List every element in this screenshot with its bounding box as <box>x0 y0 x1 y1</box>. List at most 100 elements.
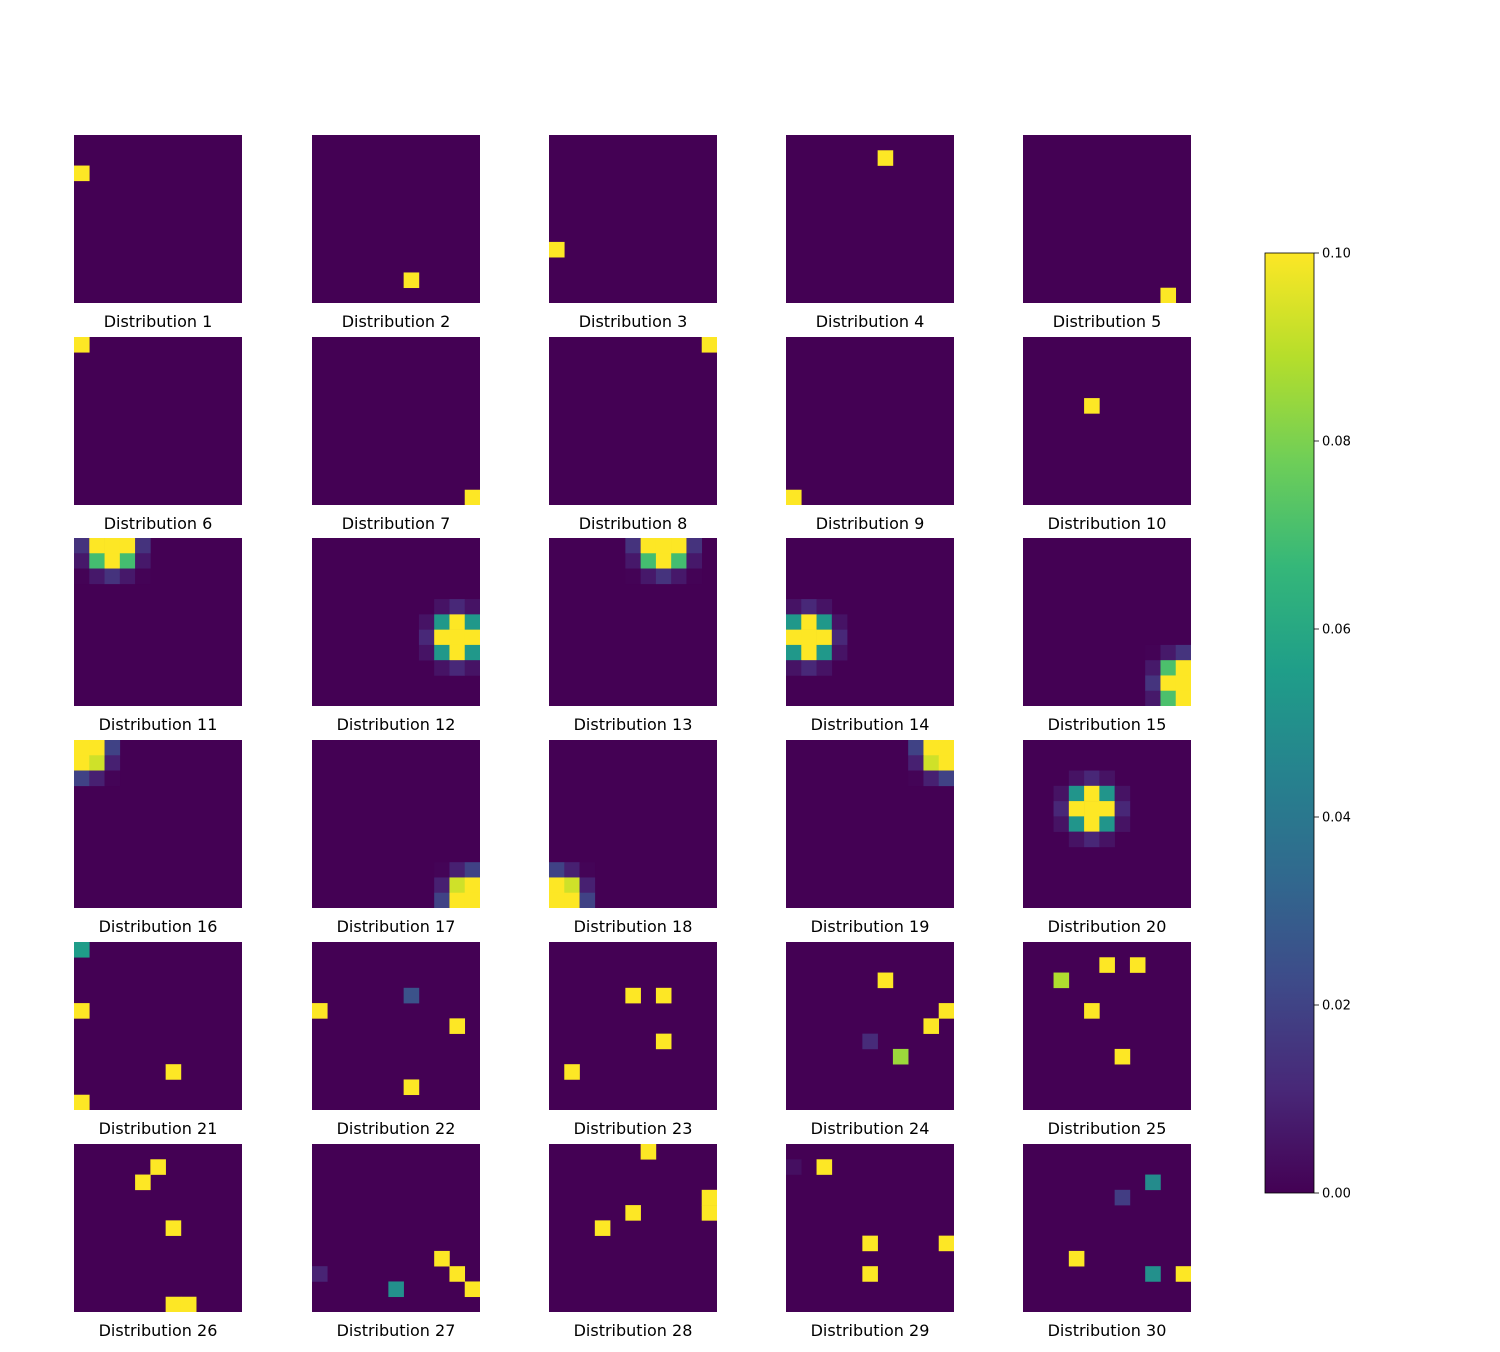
heatmap-cell <box>801 629 817 646</box>
heatmap-cell <box>1084 1003 1100 1019</box>
heatmap-cell <box>74 165 90 182</box>
heatmap-cell <box>464 877 480 894</box>
heatmap-cell <box>655 987 672 1004</box>
heatmap-panel: Distribution 11 <box>74 538 242 746</box>
heatmap-cell <box>388 1281 404 1298</box>
heatmap-cell <box>801 644 817 661</box>
heatmap-canvas <box>549 337 717 505</box>
heatmap-canvas <box>312 337 480 505</box>
panel-label: Distribution 5 <box>1052 312 1162 331</box>
heatmap-cell <box>1068 770 1085 787</box>
heatmap-canvas <box>312 1144 480 1312</box>
heatmap-cell <box>104 553 121 569</box>
heatmap-cell <box>464 892 480 908</box>
heatmap-panel: Distribution 27 <box>312 1144 480 1352</box>
heatmap-background <box>549 942 717 1110</box>
panel-label: Distribution 12 <box>336 715 456 734</box>
heatmap-cell <box>877 972 894 989</box>
heatmap-cell <box>671 568 687 585</box>
heatmap-cell <box>1160 675 1177 692</box>
heatmap-cell <box>180 1296 197 1312</box>
heatmap-cell <box>312 1003 328 1019</box>
heatmap-cell <box>579 877 596 894</box>
heatmap-cell <box>625 553 641 569</box>
heatmap-canvas <box>312 135 480 303</box>
heatmap-panel: Distribution 30 <box>1023 1144 1191 1352</box>
heatmap-panel: Distribution 6 <box>74 337 242 545</box>
heatmap-panel: Distribution 23 <box>549 942 717 1150</box>
heatmap-cell <box>1084 801 1100 817</box>
heatmap-cell <box>434 644 450 661</box>
heatmap-canvas <box>549 1144 717 1312</box>
heatmap-panel: Distribution 9 <box>786 337 954 545</box>
heatmap-cell <box>1175 690 1191 706</box>
colorbar-tick-label: 0.06 <box>1322 623 1351 638</box>
heatmap-cell <box>464 489 480 505</box>
heatmap-cell <box>1053 801 1070 817</box>
heatmap-cell <box>862 1266 878 1282</box>
panel-label: Distribution 14 <box>810 715 930 734</box>
heatmap-cell <box>640 568 657 585</box>
heatmap-cell <box>1099 785 1115 802</box>
panel-label: Distribution 25 <box>1047 1119 1167 1138</box>
heatmap-cell <box>89 553 105 569</box>
heatmap-cell <box>104 568 121 585</box>
heatmap-cell <box>1114 1189 1131 1206</box>
panel-label: Distribution 27 <box>336 1321 456 1340</box>
heatmap-background <box>786 1144 954 1312</box>
heatmap-cell <box>938 740 954 756</box>
heatmap-cell <box>1145 644 1161 661</box>
heatmap-cell <box>1068 1250 1085 1267</box>
heatmap-cell <box>549 877 565 894</box>
panel-label: Distribution 9 <box>815 514 925 533</box>
heatmap-cell <box>549 241 565 258</box>
heatmap-cell <box>74 538 90 554</box>
heatmap-cell <box>938 755 954 771</box>
heatmap-cell <box>594 1220 611 1236</box>
heatmap-canvas <box>549 538 717 706</box>
heatmap-canvas <box>1023 538 1191 706</box>
heatmap-cell <box>1114 785 1131 802</box>
heatmap-cell <box>165 1220 182 1236</box>
heatmap-cell <box>449 599 466 615</box>
heatmap-canvas <box>786 538 954 706</box>
heatmap-cell <box>786 660 802 676</box>
heatmap-background <box>74 135 242 303</box>
heatmap-cell <box>449 1266 466 1282</box>
panel-label: Distribution 13 <box>573 715 693 734</box>
heatmap-cell <box>816 1159 833 1175</box>
heatmap-cell <box>464 599 480 615</box>
heatmap-panel: Distribution 19 <box>786 740 954 948</box>
heatmap-cell <box>1068 831 1085 848</box>
heatmap-canvas <box>549 740 717 908</box>
heatmap-cell <box>1084 770 1100 787</box>
heatmap-cell <box>1099 801 1115 817</box>
colorbar-tick-label: 0.00 <box>1322 1187 1351 1202</box>
heatmap-cell <box>831 614 848 630</box>
heatmap-cell <box>625 538 641 554</box>
panel-label: Distribution 7 <box>341 514 451 533</box>
panel-label: Distribution 22 <box>336 1119 456 1138</box>
heatmap-cell <box>1068 801 1085 817</box>
heatmap-canvas <box>1023 337 1191 505</box>
heatmap-cell <box>655 538 672 554</box>
heatmap-cell <box>434 599 450 615</box>
heatmap-cell <box>1175 644 1191 661</box>
panel-label: Distribution 29 <box>810 1321 930 1340</box>
heatmap-cell <box>938 770 954 787</box>
heatmap-cell <box>464 660 480 676</box>
heatmap-cell <box>74 755 90 771</box>
heatmap-cell <box>1145 660 1161 676</box>
heatmap-cell <box>923 755 940 771</box>
colorbar-tick-label: 0.02 <box>1322 999 1351 1014</box>
heatmap-cell <box>701 337 717 353</box>
heatmap-cell <box>640 553 657 569</box>
heatmap-cell <box>89 770 105 787</box>
heatmap-cell <box>1099 831 1115 848</box>
heatmap-cell <box>786 614 802 630</box>
heatmap-cell <box>1068 816 1085 832</box>
panel-label: Distribution 21 <box>98 1119 218 1138</box>
heatmap-cell <box>165 1296 182 1312</box>
heatmap-cell <box>564 862 580 878</box>
heatmap-panel: Distribution 12 <box>312 538 480 746</box>
